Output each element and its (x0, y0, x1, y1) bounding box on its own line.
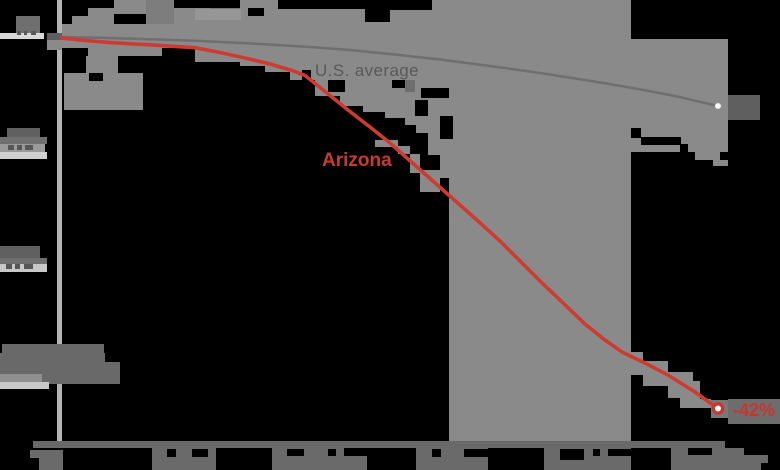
svg-text:U.S. average: U.S. average (315, 61, 419, 80)
svg-text:Arizona: Arizona (322, 150, 392, 171)
svg-text:-42%: -42% (733, 400, 775, 420)
